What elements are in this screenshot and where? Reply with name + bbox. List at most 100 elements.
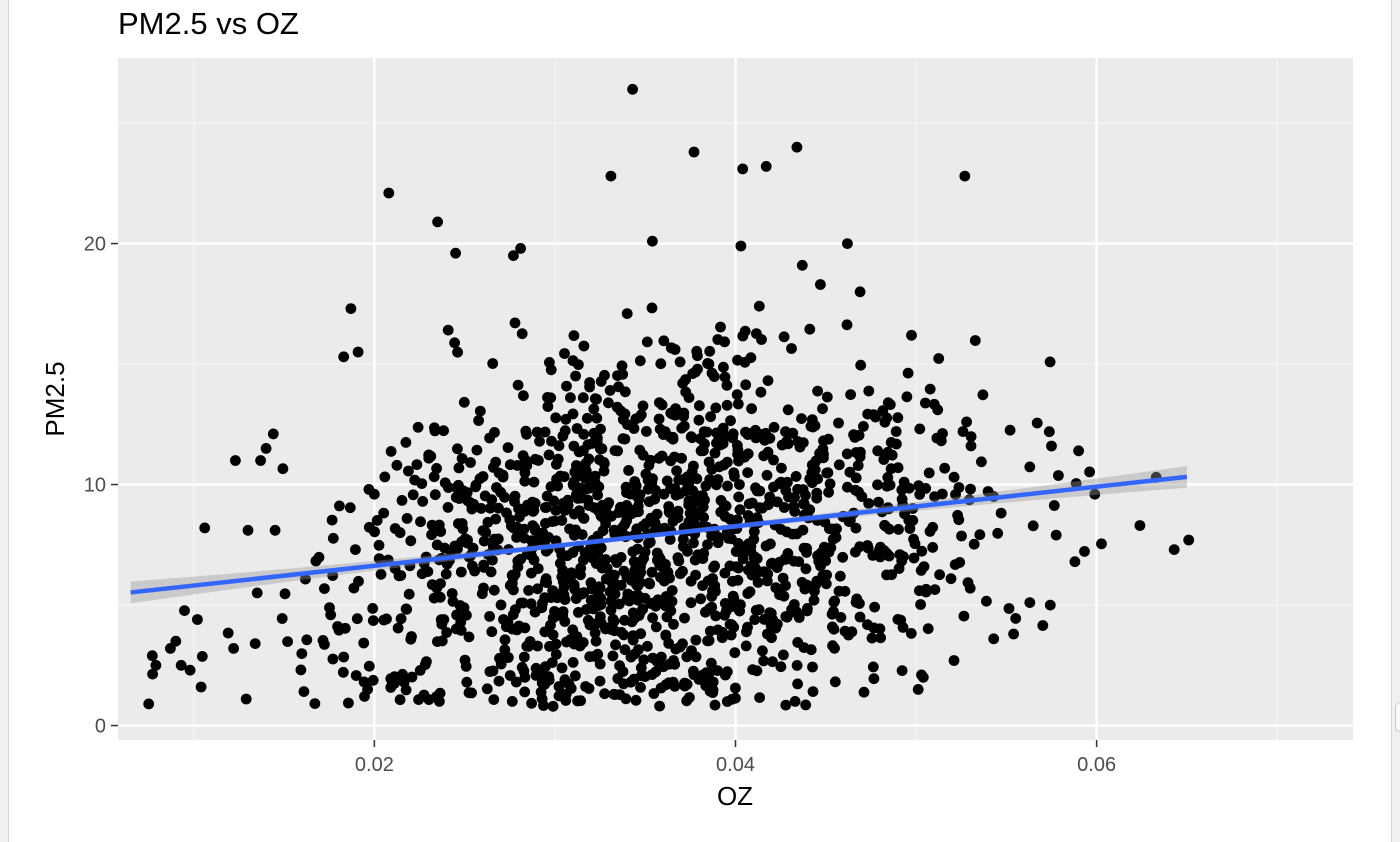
scatter-point (690, 507, 702, 519)
scatter-point (703, 668, 715, 679)
scatter-point (854, 286, 866, 298)
resize-handle[interactable] (1395, 702, 1400, 732)
scatter-point (222, 627, 234, 639)
scatter-point (677, 377, 689, 389)
scatter-point (482, 516, 494, 528)
scatter-point (327, 653, 339, 665)
scatter-point (1044, 356, 1056, 368)
scatter-point (560, 413, 572, 425)
scatter-point (457, 523, 469, 535)
scatter-point (829, 676, 841, 688)
scatter-point (779, 553, 791, 564)
scatter-point (449, 337, 460, 349)
scatter-point (683, 499, 695, 511)
scatter-point (954, 557, 966, 568)
scatter-point (704, 685, 716, 697)
scatter-point (686, 432, 698, 444)
scatter-point (693, 414, 705, 426)
scatter-point (732, 398, 744, 410)
scatter-point (760, 161, 772, 172)
scatter-point (780, 580, 791, 591)
scatter-point (403, 465, 414, 477)
scatter-point (453, 462, 465, 474)
scatter-point (550, 412, 562, 424)
scatter-point (504, 670, 516, 681)
scatter-point (1037, 620, 1049, 631)
scatter-point (649, 493, 661, 505)
scatter-point (391, 459, 403, 471)
scatter-point (338, 651, 350, 663)
scatter-point (199, 522, 211, 534)
scatter-point (893, 524, 904, 535)
scatter-point (650, 621, 662, 633)
scatter-point (440, 568, 452, 580)
scatter-point (473, 415, 484, 426)
scatter-point (240, 693, 252, 705)
scatter-point (620, 693, 632, 705)
scatter-point (627, 607, 639, 619)
scatter-point (892, 412, 904, 424)
scatter-point (521, 640, 533, 652)
scatter-point (654, 700, 665, 712)
scatter-point (881, 480, 893, 492)
scatter-point (589, 476, 601, 488)
scatter-point (791, 660, 803, 671)
scatter-point (532, 640, 543, 652)
scatter-point (571, 460, 582, 471)
scatter-point (850, 522, 862, 534)
scatter-point (660, 679, 672, 691)
scatter-point (837, 551, 849, 563)
scatter-point (762, 628, 773, 640)
scatter-point (917, 671, 929, 683)
scatter-point (957, 426, 969, 437)
scatter-point (512, 524, 524, 536)
scatter-point (362, 683, 373, 695)
scatter-point (929, 584, 941, 595)
scatter-point (509, 317, 521, 329)
scatter-point (605, 170, 617, 182)
y-tick-label: 20 (84, 234, 106, 256)
scatter-point (488, 694, 500, 705)
scatter-point (920, 583, 932, 595)
scatter-point (730, 561, 742, 573)
scatter-point (512, 460, 523, 471)
scatter-point (688, 537, 699, 549)
scatter-point (439, 542, 450, 554)
scatter-point (434, 696, 445, 707)
scatter-point (731, 389, 743, 401)
scatter-point (698, 445, 709, 457)
scatter-point (663, 638, 675, 649)
scatter-point (788, 501, 799, 513)
scatter-point (517, 450, 529, 461)
scatter-point (663, 501, 675, 512)
scatter-point (758, 655, 769, 667)
scatter-point (456, 453, 468, 464)
scatter-point (654, 397, 665, 408)
scatter-point (908, 552, 920, 564)
scatter-point (576, 470, 587, 482)
scatter-point (465, 457, 476, 468)
scatter-point (924, 383, 936, 395)
scatter-point (780, 426, 791, 438)
scatter-point (781, 611, 793, 623)
scatter-point (568, 476, 580, 487)
scatter-point (690, 634, 702, 646)
scatter-point (753, 300, 765, 312)
scatter-point (704, 345, 716, 357)
scatter-point (702, 575, 714, 587)
scatter-point (1084, 466, 1095, 478)
scatter-point (579, 547, 591, 559)
scatter-point (995, 507, 1007, 519)
scatter-point (627, 634, 639, 646)
scatter-point (539, 592, 551, 603)
scatter-point (338, 351, 350, 363)
scatter-point (833, 459, 845, 471)
scatter-point (568, 330, 580, 341)
scatter-point (416, 568, 428, 580)
scatter-point (557, 430, 569, 442)
scatter-point (502, 442, 514, 453)
scatter-point (811, 492, 823, 504)
scatter-point (605, 573, 617, 585)
scatter-point (260, 443, 272, 454)
scatter-point (442, 502, 454, 513)
